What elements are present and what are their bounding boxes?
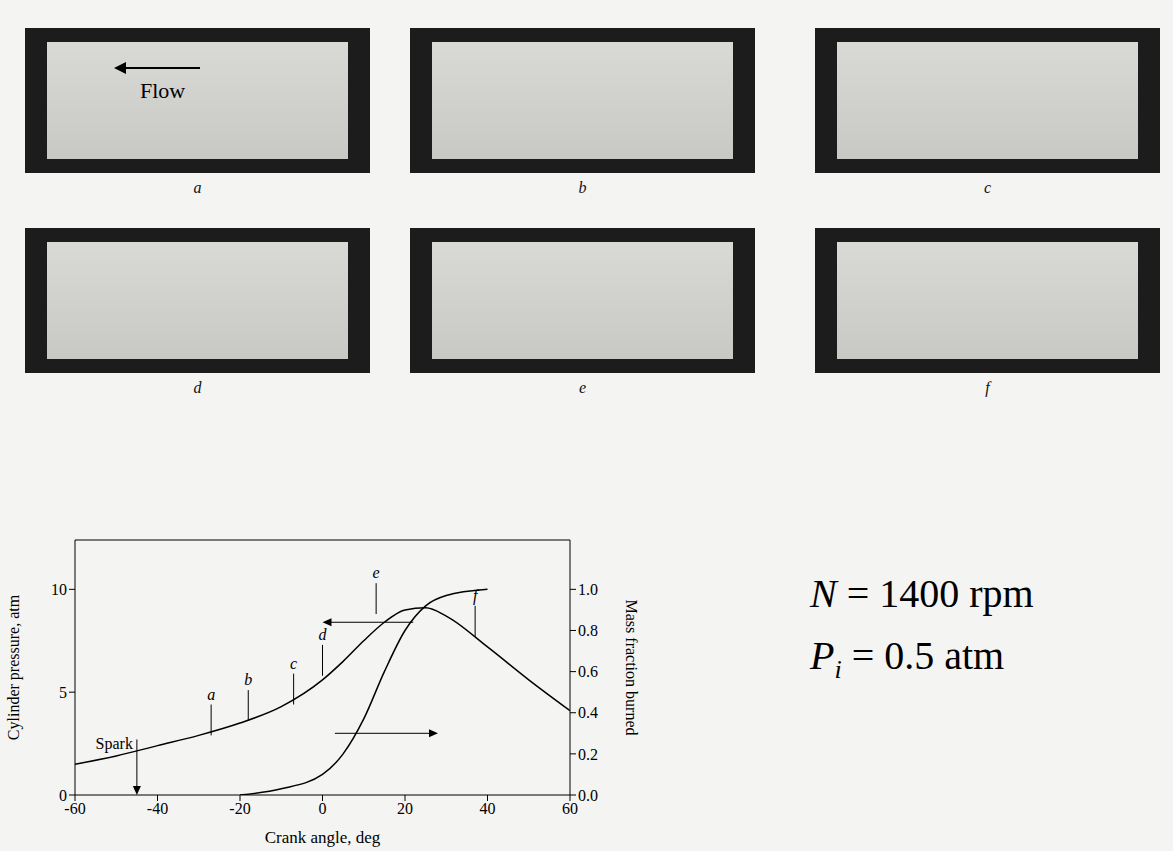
svg-text:f: f — [473, 587, 480, 605]
svg-text:10: 10 — [51, 581, 67, 598]
html-text:N = 1400 rpm: N = 1400 rpm — [810, 571, 1034, 616]
svg-text:Crank angle, deg: Crank angle, deg — [265, 828, 381, 847]
html-text:f: f — [985, 379, 990, 396]
html-text:Pi = 0.5 atm: Pi = 0.5 atm — [810, 633, 1005, 684]
svg-text:20: 20 — [397, 800, 413, 817]
html-text:b: b — [578, 179, 587, 196]
svg-text:0.0: 0.0 — [578, 787, 598, 804]
html-text:Flow: Flow — [140, 78, 186, 103]
svg-text:0.2: 0.2 — [578, 746, 598, 763]
svg-text:-60: -60 — [64, 800, 85, 817]
svg-text:Mass fraction burned: Mass fraction burned — [623, 600, 640, 736]
svg-text:40: 40 — [480, 800, 496, 817]
svg-text:Spark: Spark — [96, 735, 133, 753]
html-text:c: c — [983, 179, 991, 196]
svg-text:d: d — [319, 626, 328, 643]
html-text:e: e — [578, 379, 586, 396]
html-text:a: a — [193, 179, 202, 196]
svg-text:60: 60 — [562, 800, 578, 817]
svg-text:a: a — [207, 686, 215, 703]
svg-text:e: e — [373, 564, 380, 581]
svg-text:0.4: 0.4 — [578, 704, 598, 721]
html-text:d: d — [193, 379, 202, 396]
svg-text:0: 0 — [59, 787, 67, 804]
svg-text:Cylinder pressure, atm: Cylinder pressure, atm — [5, 594, 23, 740]
svg-text:5: 5 — [59, 684, 67, 701]
svg-text:-40: -40 — [147, 800, 168, 817]
svg-text:0.6: 0.6 — [578, 663, 598, 680]
svg-text:0.8: 0.8 — [578, 622, 598, 639]
svg-text:-20: -20 — [229, 800, 250, 817]
svg-text:0: 0 — [319, 800, 327, 817]
svg-text:c: c — [290, 655, 297, 672]
svg-text:1.0: 1.0 — [578, 581, 598, 598]
svg-text:b: b — [244, 671, 252, 688]
